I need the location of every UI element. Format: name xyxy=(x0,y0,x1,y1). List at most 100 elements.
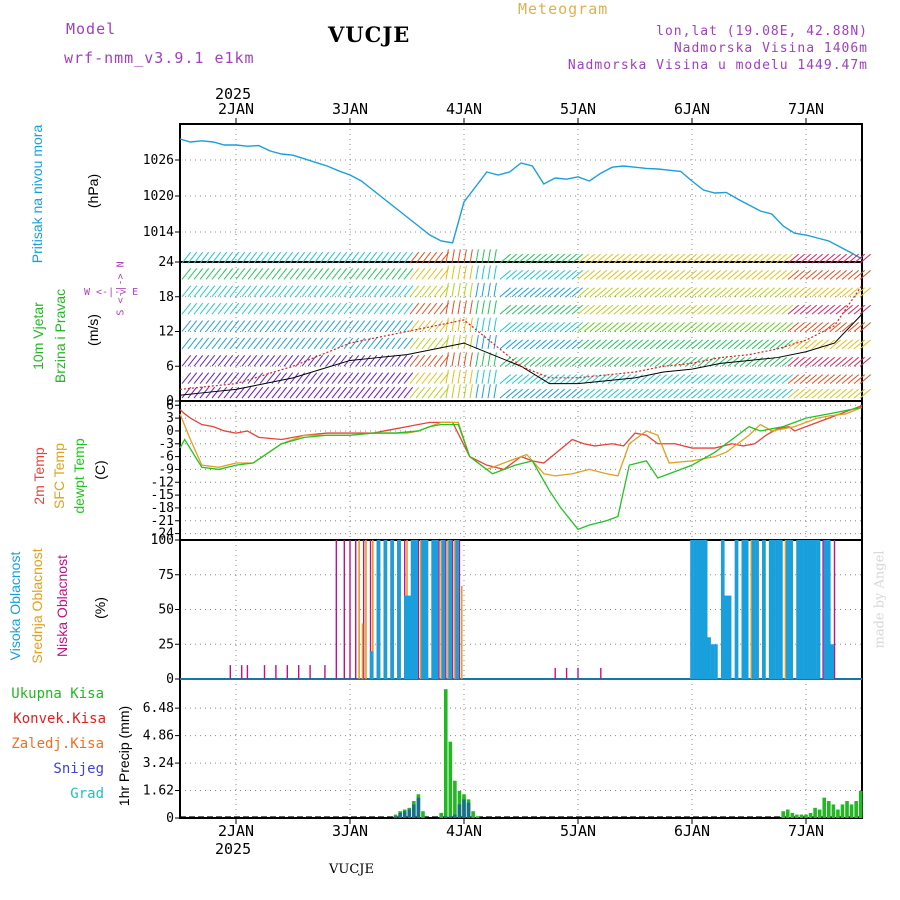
wind-barb xyxy=(319,251,330,264)
wind-barb xyxy=(379,386,390,399)
wind-barb xyxy=(385,354,396,367)
wind-barb xyxy=(601,269,614,280)
wind-barb xyxy=(661,304,674,315)
wind-barb xyxy=(193,337,204,350)
wind-barb xyxy=(247,320,258,332)
wind-barb xyxy=(727,322,740,332)
wind-barb xyxy=(199,285,210,298)
wind-barb xyxy=(703,304,716,315)
wind-barb xyxy=(235,386,246,399)
wind-barb xyxy=(493,384,497,399)
wind-barb xyxy=(655,269,668,280)
total-precip-bar xyxy=(475,816,480,818)
wind-barb xyxy=(223,386,234,399)
wind-barb xyxy=(523,374,536,385)
wind-barb xyxy=(853,356,866,367)
wind-barb xyxy=(457,282,461,297)
wind-barb xyxy=(367,285,378,298)
wind-barb xyxy=(679,356,692,367)
wind-barb xyxy=(445,249,449,264)
y-tick-label: 50 xyxy=(158,603,174,618)
high-cloud-bar xyxy=(434,540,439,679)
wind-barb xyxy=(565,339,578,350)
wind-barb xyxy=(265,268,276,280)
high-cloud-bar xyxy=(383,540,388,679)
wind-barb xyxy=(457,369,461,384)
page-title: VUCJE xyxy=(328,22,411,47)
wind-barb xyxy=(745,304,758,315)
wind-barb xyxy=(421,285,432,298)
wind-barb xyxy=(739,269,752,280)
wind-barb xyxy=(751,388,764,399)
wind-barb xyxy=(769,287,782,298)
wind-barb xyxy=(607,322,620,332)
high-cloud-bar xyxy=(806,540,811,679)
temp-2m-line xyxy=(179,404,863,471)
wind-barb xyxy=(577,356,590,367)
wind-barb xyxy=(391,320,402,332)
wind-barb xyxy=(673,322,686,332)
wind-barb xyxy=(295,386,306,399)
wind-barb xyxy=(847,322,860,332)
wind-barb xyxy=(529,322,542,332)
wind-barb xyxy=(415,354,426,367)
legend-frz-precip: Zaledj.Kisa xyxy=(11,736,104,752)
wind-barb xyxy=(433,354,444,367)
wind-barb xyxy=(283,337,294,350)
wind-barb xyxy=(655,388,668,399)
wind-barb xyxy=(193,285,204,298)
wind-barb xyxy=(787,388,800,399)
wind-barb xyxy=(535,269,548,280)
wind-barb xyxy=(691,388,704,399)
wind-barb xyxy=(769,388,782,399)
wind-barb xyxy=(331,354,342,367)
wind-barb xyxy=(415,372,426,384)
wind-barb xyxy=(709,287,722,298)
wind-barb xyxy=(601,253,614,264)
high-cloud-bar xyxy=(827,540,831,679)
wind-barb xyxy=(289,337,300,350)
wind-barb xyxy=(799,304,812,315)
wind-barb xyxy=(301,302,312,315)
wind-barb xyxy=(373,268,384,280)
wind-barb xyxy=(349,251,360,264)
wind-barb xyxy=(355,302,366,315)
wind-barb xyxy=(493,369,497,384)
wind-barb xyxy=(355,337,366,350)
wind-barb xyxy=(385,251,396,264)
wind-barb xyxy=(553,304,566,315)
wind-barb xyxy=(673,287,686,298)
wind-barb xyxy=(265,372,276,384)
wind-barb xyxy=(823,287,836,298)
wind-barb xyxy=(373,320,384,332)
wind-barb xyxy=(499,269,512,280)
snow-precip-bar xyxy=(416,797,421,818)
wind-barb xyxy=(427,372,438,384)
model-name: wrf-nmm_v3.9.1 e1km xyxy=(64,49,255,67)
wind-barb xyxy=(523,304,536,315)
wind-barb xyxy=(331,320,342,332)
wind-barb xyxy=(253,320,264,332)
wind-barb xyxy=(259,386,270,399)
wind-barb xyxy=(337,337,348,350)
wind-barb xyxy=(235,372,246,384)
wind-barb xyxy=(727,269,740,280)
wind-barb xyxy=(457,384,461,399)
wind-barb xyxy=(199,268,210,280)
wind-barb xyxy=(601,287,614,298)
wind-barb xyxy=(499,374,512,385)
wind-barb xyxy=(685,374,698,385)
wind-barb xyxy=(655,374,668,385)
wind-barb xyxy=(481,369,485,384)
wind-barb xyxy=(697,322,710,332)
wind-barb xyxy=(277,386,288,399)
wind-barb xyxy=(853,269,866,280)
panel-frame xyxy=(179,678,863,819)
wind-barb xyxy=(511,374,524,385)
y-tick-label: 0 xyxy=(166,424,174,439)
wind-barb xyxy=(829,269,842,280)
wind-barb xyxy=(427,268,438,280)
high-cloud-bar xyxy=(724,595,728,679)
high-cloud-bar xyxy=(397,540,401,679)
wind-barb xyxy=(571,339,584,350)
